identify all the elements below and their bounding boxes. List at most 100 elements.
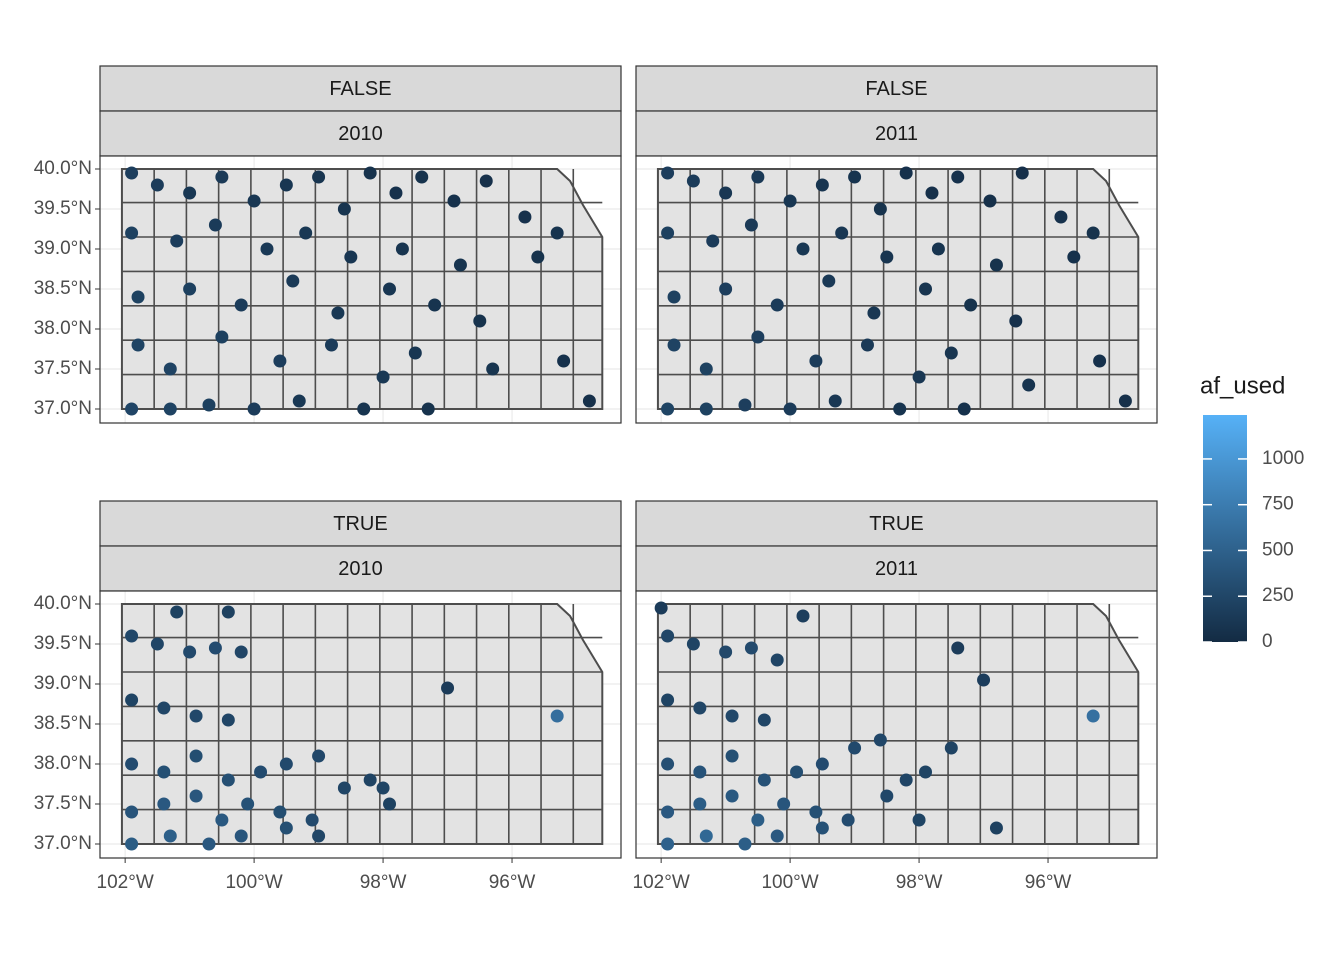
well-point [518, 210, 532, 224]
y-tick-label: 39.5°N [34, 633, 92, 654]
well-point [150, 178, 164, 192]
y-tick-label: 39.5°N [34, 198, 92, 219]
well-point [1067, 250, 1081, 264]
x-tick-label: 100°W [761, 872, 818, 893]
well-point [357, 402, 371, 416]
colorbar-label: 0 [1262, 631, 1273, 652]
well-point [931, 242, 945, 256]
well-point [719, 645, 733, 659]
well-point [486, 362, 500, 376]
well-point [189, 789, 203, 803]
well-point [247, 194, 261, 208]
well-point [428, 298, 442, 312]
strip-label: TRUE [333, 513, 387, 535]
well-point [260, 242, 274, 256]
well-point [661, 805, 675, 819]
well-point [299, 226, 313, 240]
well-point [848, 741, 862, 755]
well-point [389, 186, 403, 200]
well-point [221, 713, 235, 727]
well-point [441, 681, 455, 695]
well-point [215, 330, 229, 344]
well-point [408, 346, 422, 360]
well-point [125, 757, 139, 771]
well-point [790, 765, 804, 779]
legend-title: af_used [1200, 372, 1285, 399]
well-point [189, 709, 203, 723]
panel [100, 591, 621, 858]
well-point [828, 394, 842, 408]
well-point [661, 166, 675, 180]
well-point [1009, 314, 1023, 328]
well-point [925, 186, 939, 200]
well-point [479, 174, 493, 188]
well-point [550, 709, 564, 723]
well-point [912, 813, 926, 827]
well-point [157, 765, 171, 779]
well-point [783, 194, 797, 208]
well-point [376, 781, 390, 795]
well-point [919, 765, 933, 779]
strip [635, 545, 1158, 592]
x-tick-label: 102°W [97, 872, 154, 893]
well-point [699, 402, 713, 416]
strip-label: 2011 [875, 123, 918, 145]
strip-label: 2011 [875, 558, 918, 580]
well-point [395, 242, 409, 256]
strip [99, 110, 622, 157]
well-point [131, 338, 145, 352]
well-point [822, 274, 836, 288]
state [656, 168, 1140, 410]
y-tick-label: 38.0°N [34, 753, 92, 774]
well-point [215, 813, 229, 827]
well-point [453, 258, 467, 272]
strip [635, 500, 1158, 547]
state [120, 603, 604, 845]
well-point [125, 693, 139, 707]
well-point [957, 402, 971, 416]
well-point [208, 218, 222, 232]
well-point [208, 641, 222, 655]
y-tick-label: 39.0°N [34, 238, 92, 259]
well-point [447, 194, 461, 208]
well-point [719, 282, 733, 296]
panel-border [635, 590, 1158, 859]
strip-label: FALSE [865, 78, 927, 100]
well-point [951, 170, 965, 184]
well-point [324, 338, 338, 352]
well-point [421, 402, 435, 416]
well-point [699, 362, 713, 376]
well-point [247, 402, 261, 416]
well-point [279, 821, 293, 835]
well-point [860, 338, 874, 352]
well-point [661, 629, 675, 643]
well-point [582, 394, 596, 408]
y-tick-label: 37.0°N [34, 833, 92, 854]
well-point [783, 402, 797, 416]
well-point [189, 749, 203, 763]
well-point [183, 186, 197, 200]
strip-label: 2010 [338, 123, 383, 145]
well-point [744, 641, 758, 655]
well-point [661, 402, 675, 416]
well-point [279, 757, 293, 771]
well-point [912, 370, 926, 384]
well-point [286, 274, 300, 288]
state [120, 168, 604, 410]
colorbar-label: 1000 [1262, 448, 1304, 469]
well-point [751, 330, 765, 344]
well-point [893, 402, 907, 416]
y-tick-label: 38.0°N [34, 318, 92, 339]
x-tick-label: 100°W [225, 872, 282, 893]
well-point [757, 773, 771, 787]
well-point [815, 821, 829, 835]
well-point [873, 202, 887, 216]
well-point [738, 398, 752, 412]
well-point [125, 837, 139, 851]
well-point [241, 797, 255, 811]
well-point [415, 170, 429, 184]
well-point [383, 282, 397, 296]
well-point [841, 813, 855, 827]
well-point [706, 234, 720, 248]
well-point [809, 805, 823, 819]
